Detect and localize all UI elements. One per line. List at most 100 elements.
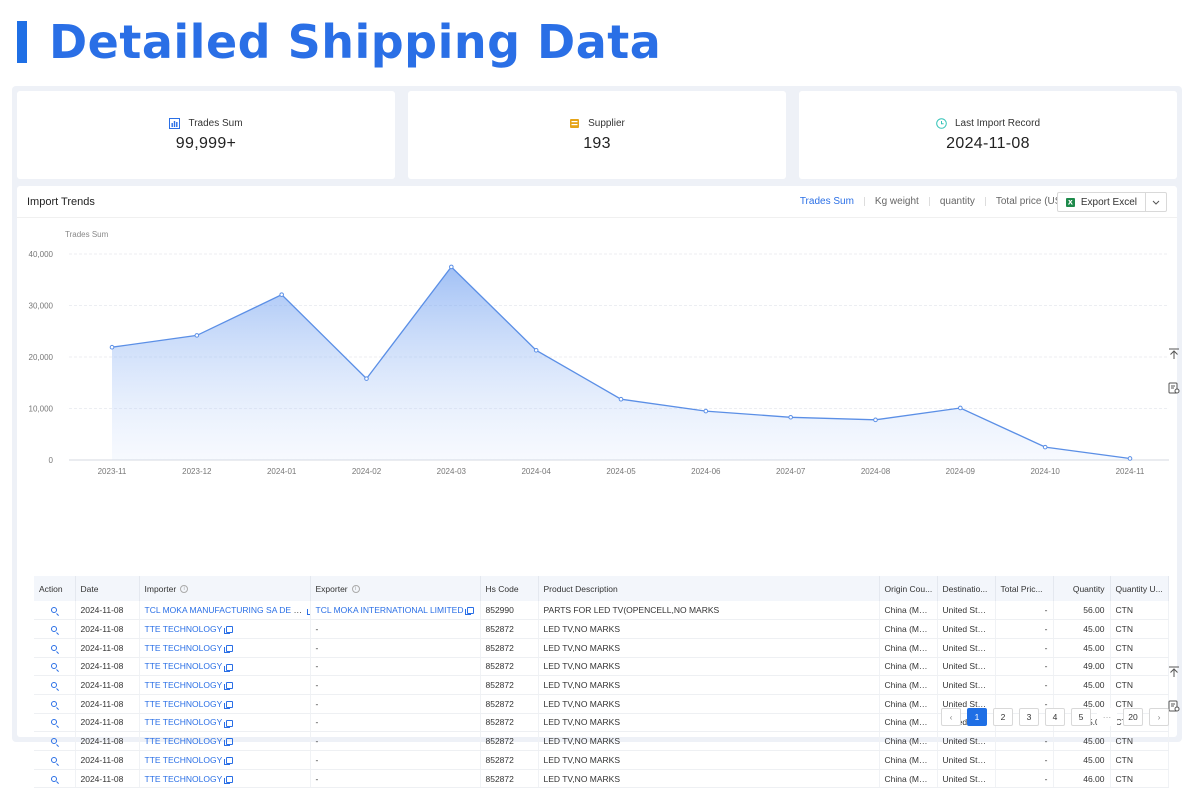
table-row[interactable]: 2024-11-08 TTE TECHNOLOGY - 852872 LED TV,NO… [34, 619, 1169, 639]
search-icon[interactable] [51, 738, 58, 745]
copy-icon[interactable] [224, 738, 234, 747]
table-row[interactable]: 2024-11-08 TTE TECHNOLOGY - 852872 LED TV,NO… [34, 769, 1169, 788]
page-button[interactable]: 5 [1071, 708, 1091, 726]
table-row[interactable]: 2024-11-08 TTE TECHNOLOGY - 852872 LED TV,NO… [34, 638, 1169, 658]
chart-data-point[interactable] [788, 414, 793, 420]
table-row[interactable]: 2024-11-08 TTE TECHNOLOGY - 852872 LED TV,NO… [34, 675, 1169, 695]
page-button[interactable]: 1 [967, 708, 987, 726]
chart-data-point[interactable] [449, 264, 454, 270]
prev-page-button[interactable]: ‹ [941, 708, 961, 726]
copy-icon[interactable] [224, 626, 234, 635]
page-button[interactable]: 3 [1019, 708, 1039, 726]
exporter-link[interactable]: TCL MOKA INTERNATIONAL LIMITED [315, 605, 464, 616]
importer-link[interactable]: TTE TECHNOLOGY [144, 736, 223, 747]
copy-icon[interactable] [224, 701, 234, 710]
column-header[interactable]: Quantity U... [1110, 576, 1169, 601]
search-icon[interactable] [51, 682, 58, 689]
search-icon[interactable] [51, 644, 58, 651]
copy-icon[interactable] [224, 719, 234, 728]
next-page-button[interactable]: › [1149, 708, 1169, 726]
table-row[interactable]: 2024-11-08 TTE TECHNOLOGY - 852872 LED TV,NO… [34, 657, 1169, 677]
search-icon[interactable] [51, 626, 58, 633]
importer-link[interactable]: TCL MOKA MANUFACTURING SA DE CV [144, 605, 306, 616]
search-icon[interactable] [51, 607, 58, 614]
report-icon[interactable] [1167, 382, 1181, 396]
stat-label: Trades Sum [188, 117, 243, 129]
page-header: Detailed Shipping Data [17, 14, 661, 70]
table-row[interactable]: 2024-11-08 TTE TECHNOLOGY - 852872 LED TV,NO… [34, 731, 1169, 751]
copy-icon[interactable] [224, 775, 234, 784]
report-icon[interactable] [1167, 700, 1181, 714]
copy-icon[interactable] [224, 757, 234, 766]
tab-kg-weight[interactable]: Kg weight [874, 196, 919, 207]
page-button[interactable]: 2 [993, 708, 1013, 726]
column-header[interactable]: Exporter i [310, 576, 481, 601]
search-icon[interactable] [51, 719, 58, 726]
chart-data-point[interactable] [533, 348, 539, 353]
column-header[interactable]: Total Pric... [995, 576, 1054, 601]
chart-data-point[interactable] [109, 344, 115, 350]
copy-icon[interactable] [224, 682, 234, 691]
column-header[interactable]: Importer i [139, 576, 311, 601]
importer-link[interactable]: TTE TECHNOLOGY [144, 717, 223, 728]
page-button-last[interactable]: 20 [1123, 708, 1143, 726]
tab-trades-sum[interactable]: Trades Sum [799, 196, 854, 207]
chart-data-point[interactable] [364, 376, 369, 381]
export-excel-main[interactable]: Export Excel [1058, 193, 1146, 211]
stat-card-trades-sum: Trades Sum 99,999+ [17, 91, 395, 179]
importer-link[interactable]: TTE TECHNOLOGY [144, 754, 223, 765]
search-icon[interactable] [51, 700, 58, 707]
importer-link[interactable]: TTE TECHNOLOGY [144, 661, 223, 672]
importer-link[interactable]: TTE TECHNOLOGY [144, 698, 223, 709]
table-row[interactable]: 2024-11-08 TCL MOKA MANUFACTURING SA DE C… [34, 601, 1169, 621]
chart-data-point[interactable] [958, 405, 963, 411]
chart-data-point[interactable] [703, 408, 709, 414]
search-icon[interactable] [51, 756, 58, 763]
column-header[interactable]: Product Description [538, 576, 880, 601]
column-header[interactable]: Hs Code [480, 576, 539, 601]
back-to-top-icon[interactable] [1167, 348, 1181, 362]
chart-data-point[interactable] [1127, 456, 1133, 461]
stat-value: 2024-11-08 [946, 134, 1030, 152]
chart-data-point[interactable] [279, 292, 284, 297]
search-icon[interactable] [51, 663, 58, 670]
back-to-top-icon[interactable] [1167, 666, 1181, 680]
info-icon[interactable]: i [351, 585, 360, 594]
total-price-cell: - [995, 769, 1054, 788]
importer-link[interactable]: TTE TECHNOLOGY [144, 624, 223, 635]
date-cell: 2024-11-08 [75, 638, 140, 658]
export-dropdown-toggle[interactable] [1146, 193, 1166, 211]
exporter-cell: TCL MOKA INTERNATIONAL LIMITED [310, 601, 481, 621]
table-row[interactable]: 2024-11-08 TTE TECHNOLOGY - 852872 LED TV,NO… [34, 713, 1169, 733]
tab-total-price[interactable]: Total price (USD) [995, 196, 1072, 207]
column-header[interactable]: Destinatio... [937, 576, 996, 601]
total-price-cell: - [995, 601, 1054, 621]
info-icon[interactable]: i [180, 585, 189, 594]
column-header[interactable]: Origin Cou... [879, 576, 938, 601]
column-header[interactable]: Action [34, 576, 76, 601]
table-row[interactable]: 2024-11-08 TTE TECHNOLOGY - 852872 LED TV,NO… [34, 694, 1169, 714]
column-header[interactable]: Date [75, 576, 140, 601]
copy-icon[interactable] [224, 644, 234, 653]
importer-link[interactable]: TTE TECHNOLOGY [144, 773, 223, 784]
page-ellipsis[interactable]: ··· [1097, 708, 1117, 726]
chart-data-point[interactable] [1042, 444, 1048, 450]
chart-data-point[interactable] [618, 396, 624, 402]
product-description-cell: LED TV,NO MARKS [538, 713, 880, 733]
importer-link[interactable]: TTE TECHNOLOGY [144, 642, 223, 653]
destination-cell: United States [937, 601, 996, 621]
copy-icon[interactable] [307, 609, 309, 616]
column-header[interactable]: Quantity [1053, 576, 1111, 601]
chart-data-point[interactable] [873, 417, 878, 423]
table-row[interactable]: 2024-11-08 TTE TECHNOLOGY - 852872 LED TV,NO… [34, 750, 1169, 770]
page-button[interactable]: 4 [1045, 708, 1065, 726]
hs-code-cell: 852872 [480, 657, 539, 677]
search-icon[interactable] [51, 775, 58, 782]
copy-icon[interactable] [465, 607, 475, 616]
export-excel-button[interactable]: Export Excel [1056, 192, 1167, 212]
date-cell: 2024-11-08 [75, 750, 140, 770]
tab-quantity[interactable]: quantity [939, 196, 975, 207]
copy-icon[interactable] [224, 663, 234, 672]
importer-link[interactable]: TTE TECHNOLOGY [144, 680, 223, 691]
chart-data-point[interactable] [194, 333, 200, 338]
